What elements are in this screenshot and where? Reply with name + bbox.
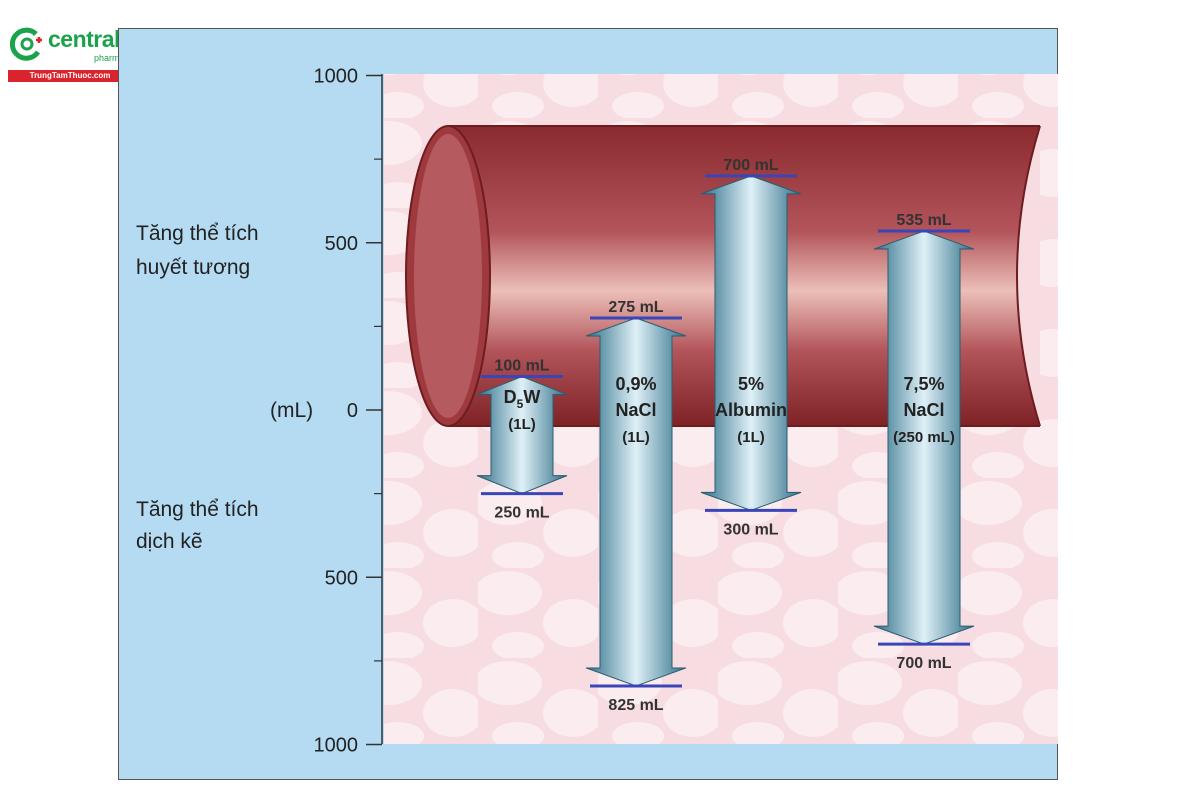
interstitial-label-line-2: dịch kẽ (136, 530, 203, 553)
arrow-title-suffix: W (523, 387, 540, 407)
arrow-title-subscript: 5 (517, 397, 524, 411)
arrow-albumin-5: 700 mL 300 mL 5% Albumin (1L) (700, 157, 802, 538)
arrow-title-line: Albumin (715, 400, 787, 420)
brand-name: central (48, 26, 120, 52)
y-axis: 1000 500 0 500 1000 (314, 66, 383, 757)
unit-label: (mL) (270, 399, 313, 422)
arrow-title-line: (1L) (622, 429, 650, 446)
axis-tick-label: 0 (347, 400, 358, 422)
arrow-title-line: 7,5% (903, 374, 944, 394)
plasma-label-line-2: huyết tương (136, 256, 250, 279)
axis-tick-label: 500 (325, 233, 358, 255)
arrow-title-line: NaCl (903, 400, 944, 420)
arrow-body (700, 175, 802, 511)
plasma-value-label: 700 mL (723, 157, 778, 174)
brand-website: TrungTamThuoc.com (8, 70, 132, 82)
arrow-title-line: (250 mL) (893, 429, 955, 446)
plasma-value-label: 100 mL (494, 358, 549, 375)
arrow-body (476, 376, 568, 495)
plasma-value-label: 535 mL (896, 212, 951, 229)
arrow-title-line: 0,9% (615, 374, 656, 394)
interstitial-label: Tăng thể tích dịch kẽ (136, 498, 259, 553)
brand-logo: central pharmacy TrungTamThuoc.com (6, 22, 136, 82)
interstitial-value-label: 300 mL (723, 521, 778, 538)
plasma-label: Tăng thể tích huyết tương (136, 222, 259, 279)
interstitial-label-line-1: Tăng thể tích (136, 498, 259, 521)
arrow-title-line: (1L) (508, 416, 536, 433)
interstitial-value-label: 250 mL (494, 505, 549, 522)
axis-tick-label: 500 (325, 567, 358, 589)
axis-tick-label: 1000 (314, 735, 359, 757)
plasma-value-label: 275 mL (608, 299, 663, 316)
arrow-title-line: 5% (738, 374, 764, 394)
plasma-label-line-1: Tăng thể tích (136, 222, 259, 245)
interstitial-value-label: 700 mL (896, 655, 951, 672)
arrow-title-line: NaCl (615, 400, 656, 420)
axis-tick-label: 1000 (314, 66, 359, 88)
arrow-title-line: (1L) (737, 429, 765, 446)
arrow-nacl-09: 275 mL 825 mL 0,9% NaCl (1L) (585, 299, 687, 714)
brand-subname: pharmacy (94, 53, 134, 63)
interstitial-value-label: 825 mL (608, 697, 663, 714)
arrow-nacl-75: 535 mL 700 mL 7,5% NaCl (250 mL) (873, 212, 975, 672)
fluid-distribution-diagram: 1000 500 0 500 1000 Tăng thể tích huyết tươn… (118, 28, 1058, 780)
logo-mark-icon (10, 27, 42, 61)
